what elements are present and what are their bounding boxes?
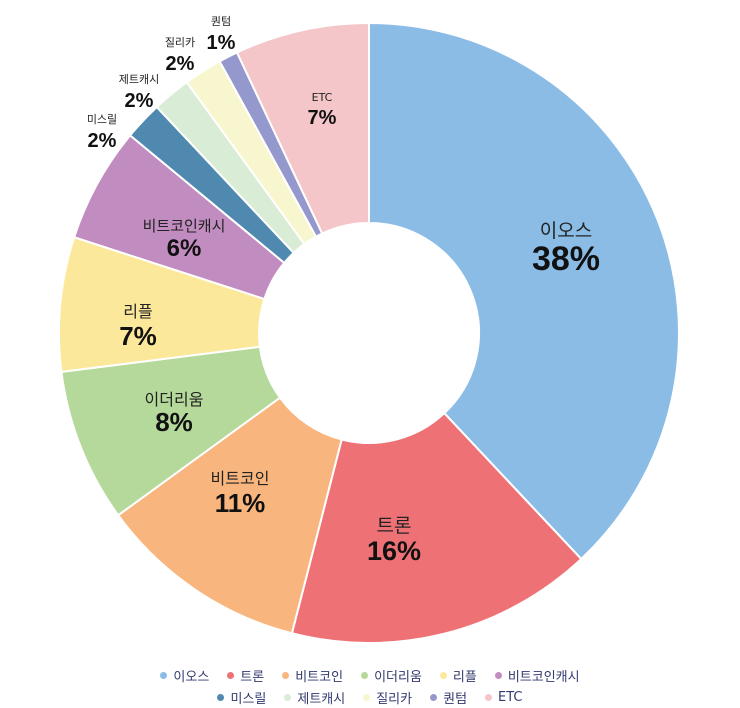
legend-label: 제트캐시 — [297, 691, 346, 707]
slice-0 — [368, 21, 680, 561]
legend-swatch — [282, 671, 290, 679]
legend-label: 이오스 — [173, 669, 210, 685]
donut-chart: 이오스38%트론16%비트코인11%이더리움8%리플7%비트코인캐시6%미스릴2… — [58, 15, 680, 644]
slice-label: 퀀텀 — [211, 15, 231, 28]
legend-swatch — [439, 671, 447, 679]
legend-item: ETC — [485, 689, 523, 705]
legend-item: 이오스 — [160, 666, 209, 685]
slice-2 — [116, 396, 343, 635]
slice-label: 이더리움 — [145, 390, 204, 409]
legend-label: 이더리움 — [374, 669, 422, 685]
legend-swatch — [160, 671, 168, 679]
legend-swatch — [217, 693, 225, 701]
slice-label: 비트코인캐시 — [143, 217, 226, 235]
legend-label: ETC — [498, 689, 523, 705]
chart-legend: 이오스 트론 비트코인 이더리움 리플 비트코인캐시 미스릴 제트캐시 질리카 퀀텀 ETC — [0, 664, 740, 708]
slice-percent: 7% — [308, 107, 337, 129]
legend-item: 질리카 — [363, 688, 412, 707]
slice-percent: 38% — [532, 240, 600, 278]
legend-swatch — [494, 671, 502, 679]
slice-label: 리플 — [123, 302, 152, 321]
slice-10 — [235, 21, 370, 235]
slice-percent: 16% — [367, 536, 421, 566]
slice-percent: 1% — [207, 32, 236, 54]
legend-item: 미스릴 — [217, 688, 266, 707]
donut-slices — [58, 21, 680, 644]
slice-label: 질리카 — [165, 36, 195, 49]
legend-label: 퀀텀 — [443, 691, 468, 707]
legend-item: 트론 — [227, 666, 264, 685]
slice-percent: 6% — [167, 235, 202, 262]
legend-item: 이더리움 — [361, 666, 422, 685]
legend-label: 미스릴 — [230, 691, 267, 707]
slice-percent: 7% — [119, 321, 157, 351]
legend-label: 비트코인 — [295, 669, 344, 685]
legend-item: 퀀텀 — [430, 688, 467, 707]
legend-swatch — [485, 693, 493, 701]
legend-item: 비트코인 — [282, 666, 343, 685]
slice-percent: 11% — [215, 488, 266, 518]
legend-item: 제트캐시 — [284, 688, 345, 707]
slice-label: 제트캐시 — [119, 73, 159, 86]
slice-label: 이오스 — [540, 220, 592, 242]
legend-label: 질리카 — [376, 691, 413, 707]
slice-percent: 8% — [155, 407, 193, 437]
legend-label: 리플 — [452, 669, 477, 685]
slice-percent: 2% — [88, 130, 117, 152]
slice-label: 미스릴 — [87, 113, 117, 126]
legend-item: 비트코인캐시 — [494, 666, 580, 685]
legend-swatch — [284, 693, 292, 701]
legend-row: 미스릴 제트캐시 질리카 퀀텀 ETC — [0, 686, 740, 708]
legend-item: 리플 — [439, 666, 477, 685]
slice-label: 비트코인 — [211, 469, 270, 488]
slice-1 — [290, 411, 583, 644]
slice-label: ETC — [312, 91, 333, 104]
slice-labels: 이오스38%트론16%비트코인11%이더리움8%리플7%비트코인캐시6%미스릴2… — [87, 15, 600, 566]
legend-swatch — [430, 693, 438, 701]
legend-swatch — [227, 671, 235, 679]
legend-label: 비트코인캐시 — [507, 669, 580, 685]
legend-label: 트론 — [240, 669, 265, 685]
legend-swatch — [363, 693, 371, 701]
legend-swatch — [361, 671, 369, 679]
slice-percent: 2% — [125, 90, 154, 112]
slice-label: 트론 — [377, 515, 412, 537]
legend-row: 이오스 트론 비트코인 이더리움 리플 비트코인캐시 — [0, 664, 740, 686]
slice-percent: 2% — [166, 53, 195, 75]
